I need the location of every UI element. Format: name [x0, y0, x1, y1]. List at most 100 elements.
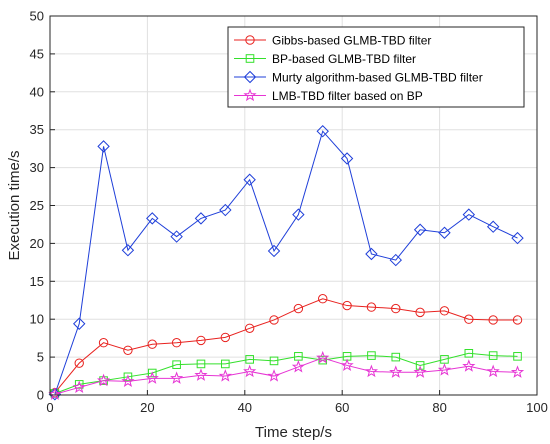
star-marker: [486, 364, 500, 378]
circle-marker: [123, 345, 133, 355]
y-tick-label: 40: [30, 84, 44, 99]
x-tick-label: 0: [46, 400, 53, 415]
circle-marker: [245, 35, 255, 45]
star-marker: [437, 363, 452, 376]
square-marker: [221, 359, 230, 369]
y-tick-label: 25: [30, 198, 44, 213]
diamond-marker: [97, 140, 110, 153]
y-tick-label: 0: [37, 388, 44, 403]
diamond-marker: [389, 253, 402, 267]
circle-marker: [488, 315, 498, 325]
diamond-marker: [267, 244, 281, 258]
circle-marker: [196, 335, 206, 346]
star-marker: [340, 358, 354, 372]
diamond-marker: [243, 70, 257, 84]
circle-marker: [318, 294, 328, 304]
x-axis-title: Time step/s: [255, 424, 332, 441]
legend-box: [227, 26, 525, 108]
legend-label: Gibbs-based GLMB-TBD filter: [272, 34, 431, 48]
square-marker: [123, 372, 133, 382]
circle-marker: [342, 300, 352, 311]
legend-label: Murty algorithm-based GLMB-TBD filter: [272, 71, 483, 85]
star-marker: [243, 364, 257, 378]
diamond-marker: [316, 125, 329, 138]
y-tick-label: 30: [30, 160, 44, 175]
series-group: [48, 125, 524, 401]
square-marker: [147, 368, 157, 378]
circle-marker: [147, 339, 157, 349]
square-marker: [318, 355, 328, 365]
diamond-marker: [146, 212, 159, 225]
y-tick-label: 35: [30, 122, 44, 137]
star-marker: [316, 350, 330, 364]
y-tick-label: 45: [30, 46, 44, 61]
series-group: [48, 350, 525, 400]
series-group: [50, 294, 523, 398]
square-marker: [245, 355, 254, 364]
diamond-marker: [121, 244, 135, 257]
square-marker: [391, 352, 401, 362]
star-marker: [72, 380, 86, 394]
series-group: [50, 349, 522, 398]
circle-marker: [464, 314, 474, 324]
square-marker: [269, 356, 279, 366]
diamond-marker: [219, 203, 232, 217]
star-marker: [121, 374, 135, 387]
circle-marker: [512, 315, 523, 325]
axis-ticks: 0 20 40 60 80 100 0 5 10 15 20 25 30 35 40 45 50: [30, 9, 548, 416]
star-marker: [48, 387, 62, 400]
legend-label: LMB-TBD filter based on BP: [272, 89, 423, 103]
y-tick-label: 5: [37, 350, 44, 365]
diamond-marker: [340, 152, 354, 165]
y-axis-title: Execution time/s: [6, 150, 23, 260]
star-marker: [413, 365, 427, 378]
star-marker: [218, 369, 232, 382]
square-marker: [464, 349, 474, 358]
star-marker: [364, 364, 379, 378]
data-series: [48, 125, 525, 401]
circle-marker: [244, 323, 255, 333]
star-marker: [389, 365, 403, 378]
circle-marker: [269, 315, 279, 325]
diamond-marker: [292, 208, 305, 221]
diamond-marker: [462, 208, 476, 221]
circle-marker: [415, 307, 425, 318]
square-marker: [196, 359, 206, 369]
square-marker: [513, 352, 522, 361]
diamond-marker: [170, 230, 183, 243]
y-tick-label: 15: [30, 274, 44, 289]
circle-marker: [171, 337, 182, 348]
star-marker: [170, 371, 184, 384]
x-tick-label: 80: [432, 400, 446, 415]
circle-marker: [74, 358, 84, 368]
diamond-marker: [73, 317, 86, 330]
square-marker: [172, 360, 181, 369]
diamond-marker: [511, 231, 524, 245]
circle-marker: [366, 302, 377, 312]
legend-label: BP-based GLMB-TBD filter: [272, 52, 416, 66]
circle-marker: [220, 332, 231, 343]
circle-marker: [391, 303, 401, 314]
square-marker: [488, 351, 498, 360]
x-tick-label: 20: [140, 400, 154, 415]
diamond-marker: [486, 220, 500, 233]
y-tick-label: 10: [30, 312, 44, 327]
x-tick-label: 60: [335, 400, 349, 415]
square-marker: [245, 54, 255, 63]
series-line: [54, 130, 518, 395]
legend: Gibbs-based GLMB-TBD filter BP-based GLMB…: [227, 26, 525, 108]
star-marker: [510, 365, 525, 378]
star-marker: [267, 369, 281, 382]
star-marker: [291, 360, 305, 373]
circle-marker: [439, 306, 450, 316]
y-tick-label: 20: [30, 236, 44, 251]
diamond-marker: [243, 173, 256, 186]
circle-marker: [98, 337, 109, 348]
x-tick-label: 100: [526, 400, 548, 415]
square-marker: [415, 361, 425, 370]
star-marker: [96, 373, 111, 387]
diamond-marker: [194, 212, 208, 225]
star-marker: [243, 88, 257, 102]
diamond-marker: [413, 223, 427, 236]
